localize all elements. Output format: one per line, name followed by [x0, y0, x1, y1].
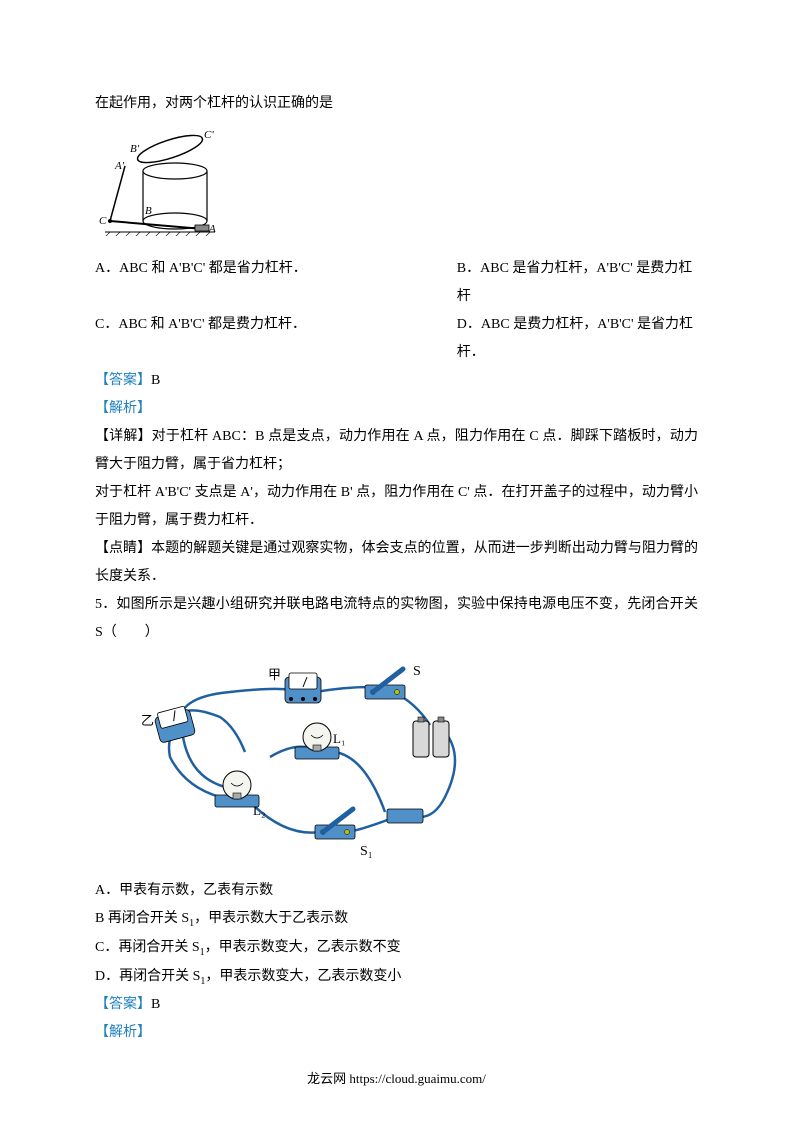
svg-text:乙: 乙: [141, 713, 154, 728]
q5-option-a: A．甲表有示数，乙表有示数: [95, 877, 698, 905]
svg-text:L₂: L₂: [253, 803, 265, 818]
svg-text:S: S: [413, 664, 421, 679]
ammeter-jia: 甲: [268, 667, 321, 703]
detail-label: 【详解】: [95, 429, 152, 444]
answer-label: 【答案】: [95, 373, 151, 388]
switch-s1: S₁: [315, 809, 373, 859]
page-footer: 龙云网 https://cloud.guaimu.com/: [0, 1066, 793, 1092]
q4-option-d: D．ABC 是费力杠杆，A'B'C' 是省力杠杆．: [457, 311, 698, 367]
svg-text:L₁: L₁: [333, 731, 345, 746]
q5-option-b: B 再闭合开关 S1，甲表示数大于乙表示数: [95, 905, 698, 934]
q5-d-post: ，甲表示数变大，乙表示数变小: [205, 969, 401, 984]
svg-text:C': C': [204, 129, 214, 141]
ammeter-yi: 乙: [141, 706, 196, 743]
q5-b-pre: B 再闭合开关 S: [95, 911, 189, 926]
q4-option-b: B．ABC 是省力杠杆，A'B'C' 是费力杠杆: [457, 255, 698, 311]
svg-text:B: B: [145, 205, 152, 217]
q4-intro: 在起作用，对两个杠杆的认识正确的是: [95, 90, 698, 118]
q5-option-d: D．再闭合开关 S1，甲表示数变大，乙表示数变小: [95, 963, 698, 992]
q4-answer-line: 【答案】B: [95, 367, 698, 395]
q4-lever-diagram: C' B' A' B A C: [95, 126, 225, 236]
svg-text:C: C: [99, 215, 107, 227]
q5-answer-value: B: [151, 997, 160, 1012]
q4-detail-text1: 对于杠杆 ABC：B 点是支点，动力作用在 A 点，阻力作用在 C 点．脚踩下踏…: [95, 429, 698, 472]
svg-text:甲: 甲: [268, 667, 281, 682]
bulb-l2: L₂: [215, 771, 265, 818]
q5-answer-line: 【答案】B: [95, 991, 698, 1019]
q4-analysis-label: 【解析】: [95, 395, 698, 423]
bulb-l1: L₁: [295, 723, 345, 759]
q5-circuit-diagram: 甲 乙 S S₁ L₁ L₂: [135, 657, 475, 867]
answer-label-2: 【答案】: [95, 997, 151, 1012]
q4-answer-value: B: [151, 373, 160, 388]
q4-detail-2: 对于杠杆 A'B'C' 支点是 A'，动力作用在 B' 点，阻力作用在 C' 点…: [95, 479, 698, 535]
q4-tip: 【点睛】本题的解题关键是通过观察实物，体会支点的位置，从而进一步判断出动力臂与阻…: [95, 535, 698, 591]
switch-s: S: [365, 664, 421, 699]
svg-text:B': B': [130, 143, 140, 155]
q4-option-a: A．ABC 和 A'B'C' 都是省力杠杆．: [95, 255, 457, 311]
svg-text:S₁: S₁: [360, 844, 373, 859]
svg-text:A': A': [114, 160, 125, 172]
q4-option-c: C．ABC 和 A'B'C' 都是费力杠杆．: [95, 311, 457, 367]
q5-analysis-label: 【解析】: [95, 1019, 698, 1047]
q4-detail-1: 【详解】对于杠杆 ABC：B 点是支点，动力作用在 A 点，阻力作用在 C 点．…: [95, 423, 698, 479]
q4-options-row1: A．ABC 和 A'B'C' 都是省力杠杆． B．ABC 是省力杠杆，A'B'C…: [95, 255, 698, 311]
q4-options-row2: C．ABC 和 A'B'C' 都是费力杠杆． D．ABC 是费力杠杆，A'B'C…: [95, 311, 698, 367]
q5-c-pre: C．再闭合开关 S: [95, 940, 200, 955]
q5-c-post: ，甲表示数变大，乙表示数不变: [205, 940, 401, 955]
q5-b-post: ，甲表示数大于乙表示数: [194, 911, 348, 926]
tip-label: 【点睛】: [95, 541, 151, 556]
q5-option-c: C．再闭合开关 S1，甲表示数变大，乙表示数不变: [95, 934, 698, 963]
q5-stem: 5．如图所示是兴趣小组研究并联电路电流特点的实物图，实验中保持电源电压不变，先闭…: [95, 591, 698, 647]
q4-tip-text: 本题的解题关键是通过观察实物，体会支点的位置，从而进一步判断出动力臂与阻力臂的长…: [95, 541, 698, 584]
q5-d-pre: D．再闭合开关 S: [95, 969, 200, 984]
